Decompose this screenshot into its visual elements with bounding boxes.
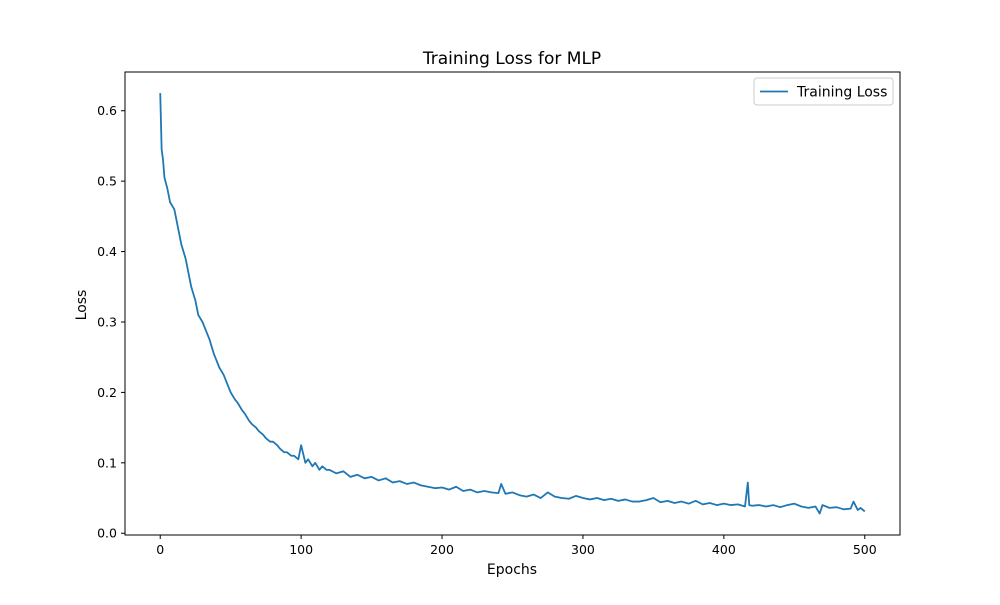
x-tick-label: 100 bbox=[289, 542, 313, 557]
y-tick-label: 0.5 bbox=[97, 174, 117, 189]
x-tick-label: 300 bbox=[571, 542, 595, 557]
x-axis-label: Epochs bbox=[487, 562, 537, 578]
legend-box bbox=[753, 77, 894, 106]
y-tick-label: 0.1 bbox=[97, 455, 117, 470]
x-tick-label: 500 bbox=[853, 542, 877, 557]
plot-axes: 0 100 200 300 400 500 0.0 0.1 0.2 0.3 0.4 0.5 0.6 bbox=[97, 71, 901, 557]
chart-title: Training Loss for MLP bbox=[422, 49, 601, 69]
y-tick-label: 0.0 bbox=[97, 526, 117, 541]
y-tick-label: 0.3 bbox=[97, 314, 117, 329]
series-layer bbox=[159, 93, 866, 515]
x-tick-label: 0 bbox=[156, 542, 164, 557]
training-loss-line bbox=[159, 93, 866, 515]
y-tick-label: 0.6 bbox=[97, 103, 117, 118]
y-tick-label: 0.2 bbox=[97, 385, 117, 400]
legend-entry-label: Training Loss bbox=[796, 85, 887, 101]
x-tick-label: 400 bbox=[712, 542, 736, 557]
x-tick-label: 200 bbox=[430, 542, 454, 557]
y-axis-label: Loss bbox=[74, 290, 90, 321]
plot-frame bbox=[124, 71, 901, 536]
legend: Training Loss bbox=[753, 77, 894, 106]
y-tick-label: 0.4 bbox=[97, 244, 117, 259]
